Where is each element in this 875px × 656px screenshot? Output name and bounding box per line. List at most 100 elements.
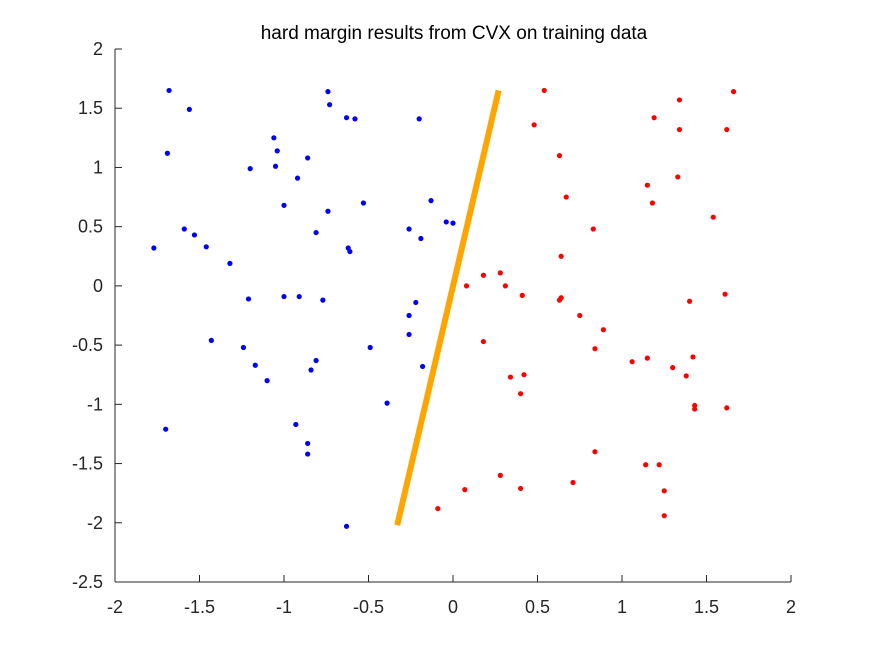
red-data-point	[462, 487, 468, 493]
blue-data-point	[428, 198, 434, 204]
y-tick-label: 0.5	[78, 217, 103, 237]
blue-data-point	[352, 116, 358, 122]
blue-data-point	[227, 260, 233, 266]
x-tick-label: 0	[448, 597, 458, 617]
y-tick-label: 0	[93, 276, 103, 296]
red-data-point	[600, 327, 607, 333]
red-data-point	[643, 462, 649, 468]
blue-data-point	[327, 102, 333, 108]
red-data-point	[497, 270, 503, 276]
blue-data-point	[308, 367, 314, 373]
red-data-point	[661, 488, 667, 494]
blue-data-point	[443, 219, 449, 225]
red-data-point	[502, 283, 508, 289]
red-data-point	[683, 373, 689, 379]
red-data-point	[592, 346, 598, 352]
blue-data-point	[281, 293, 287, 300]
y-tick-label: 2	[93, 39, 103, 59]
x-tick-label: 0.5	[525, 597, 550, 617]
red-data-point	[724, 405, 730, 411]
chart-title: hard margin results from CVX on training…	[261, 23, 648, 44]
x-tick-label: -0.5	[353, 597, 384, 617]
red-data-point	[656, 462, 662, 468]
red-data-point	[644, 355, 650, 361]
red-data-point	[521, 372, 527, 378]
red-data-point	[518, 485, 524, 492]
red-data-point	[556, 153, 563, 159]
blue-data-point	[313, 357, 319, 364]
blue-data-point	[151, 245, 157, 251]
red-data-point	[651, 115, 657, 121]
blue-data-point	[416, 116, 422, 122]
y-tick-label: 1	[93, 157, 103, 177]
red-data-point	[692, 406, 698, 412]
tick-labels: -2 -1.5 -1 -0.5 0 0.5 1 1.5 2-2.5-2-1.5-1-0.500.…	[72, 39, 796, 617]
blue-data-point	[272, 163, 279, 169]
red-data-point	[629, 359, 635, 365]
blue-data-point	[281, 202, 287, 208]
red-data-point	[463, 283, 470, 289]
x-tick-label: -1.5	[184, 597, 215, 617]
blue-data-point	[296, 293, 302, 300]
blue-data-point	[245, 296, 252, 302]
x-tick-label: 2	[786, 597, 796, 617]
red-data-point	[558, 253, 564, 259]
red-data-point	[570, 479, 576, 486]
y-tick-label: -2.5	[72, 572, 103, 592]
blue-data-point	[406, 312, 412, 319]
red-data-point	[649, 200, 656, 206]
blue-data-point	[191, 232, 198, 238]
blue-data-point	[294, 175, 301, 181]
blue-data-point	[343, 115, 350, 121]
blue-data-point	[252, 362, 258, 368]
red-data-point	[541, 87, 547, 94]
blue-data-point	[274, 148, 280, 154]
x-tick-label: 1	[617, 597, 627, 617]
blue-data-point	[313, 229, 319, 236]
blue-data-point	[163, 426, 169, 432]
y-tick-label: 1.5	[78, 98, 103, 118]
blue-data-point	[360, 200, 367, 206]
red-data-point	[692, 402, 698, 409]
decision-boundary-layer	[394, 89, 502, 526]
blue-data-point	[293, 421, 299, 428]
blue-data-point	[181, 226, 187, 232]
red-data-point	[518, 391, 524, 397]
blue-data-point	[208, 337, 214, 343]
red-data-point	[675, 174, 681, 180]
blue-data-point	[418, 235, 424, 242]
blue-data-point	[367, 344, 373, 351]
red-data-point	[690, 354, 696, 360]
x-tick-label: -1	[276, 597, 292, 617]
blue-data-point	[305, 155, 311, 161]
red-data-point	[592, 449, 598, 455]
blue-data-point	[419, 363, 426, 370]
blue-data-point	[406, 331, 412, 338]
decision-boundary-line	[394, 89, 502, 526]
y-tick-label: -0.5	[72, 335, 103, 355]
blue-data-point	[406, 226, 412, 232]
blue-data-point	[271, 135, 277, 141]
red-data-point	[497, 472, 503, 478]
y-tick-label: -1.5	[72, 454, 103, 474]
x-tick-label: -2	[107, 597, 123, 617]
red-data-point	[519, 292, 525, 298]
blue-data-point	[166, 87, 172, 94]
blue-data-point	[413, 299, 419, 306]
blue-data-point	[247, 166, 253, 172]
data-points-layer	[151, 87, 737, 529]
blue-data-point	[325, 89, 331, 95]
blue-data-point	[450, 220, 456, 226]
blue-data-point	[305, 451, 311, 457]
blue-data-point	[240, 344, 247, 351]
red-data-point	[556, 297, 563, 303]
red-data-point	[435, 505, 441, 512]
red-data-point	[480, 272, 487, 278]
red-data-point	[670, 365, 676, 371]
red-data-point	[507, 374, 514, 380]
red-data-point	[676, 126, 683, 133]
red-data-point	[710, 214, 716, 220]
blue-data-point	[325, 208, 331, 214]
